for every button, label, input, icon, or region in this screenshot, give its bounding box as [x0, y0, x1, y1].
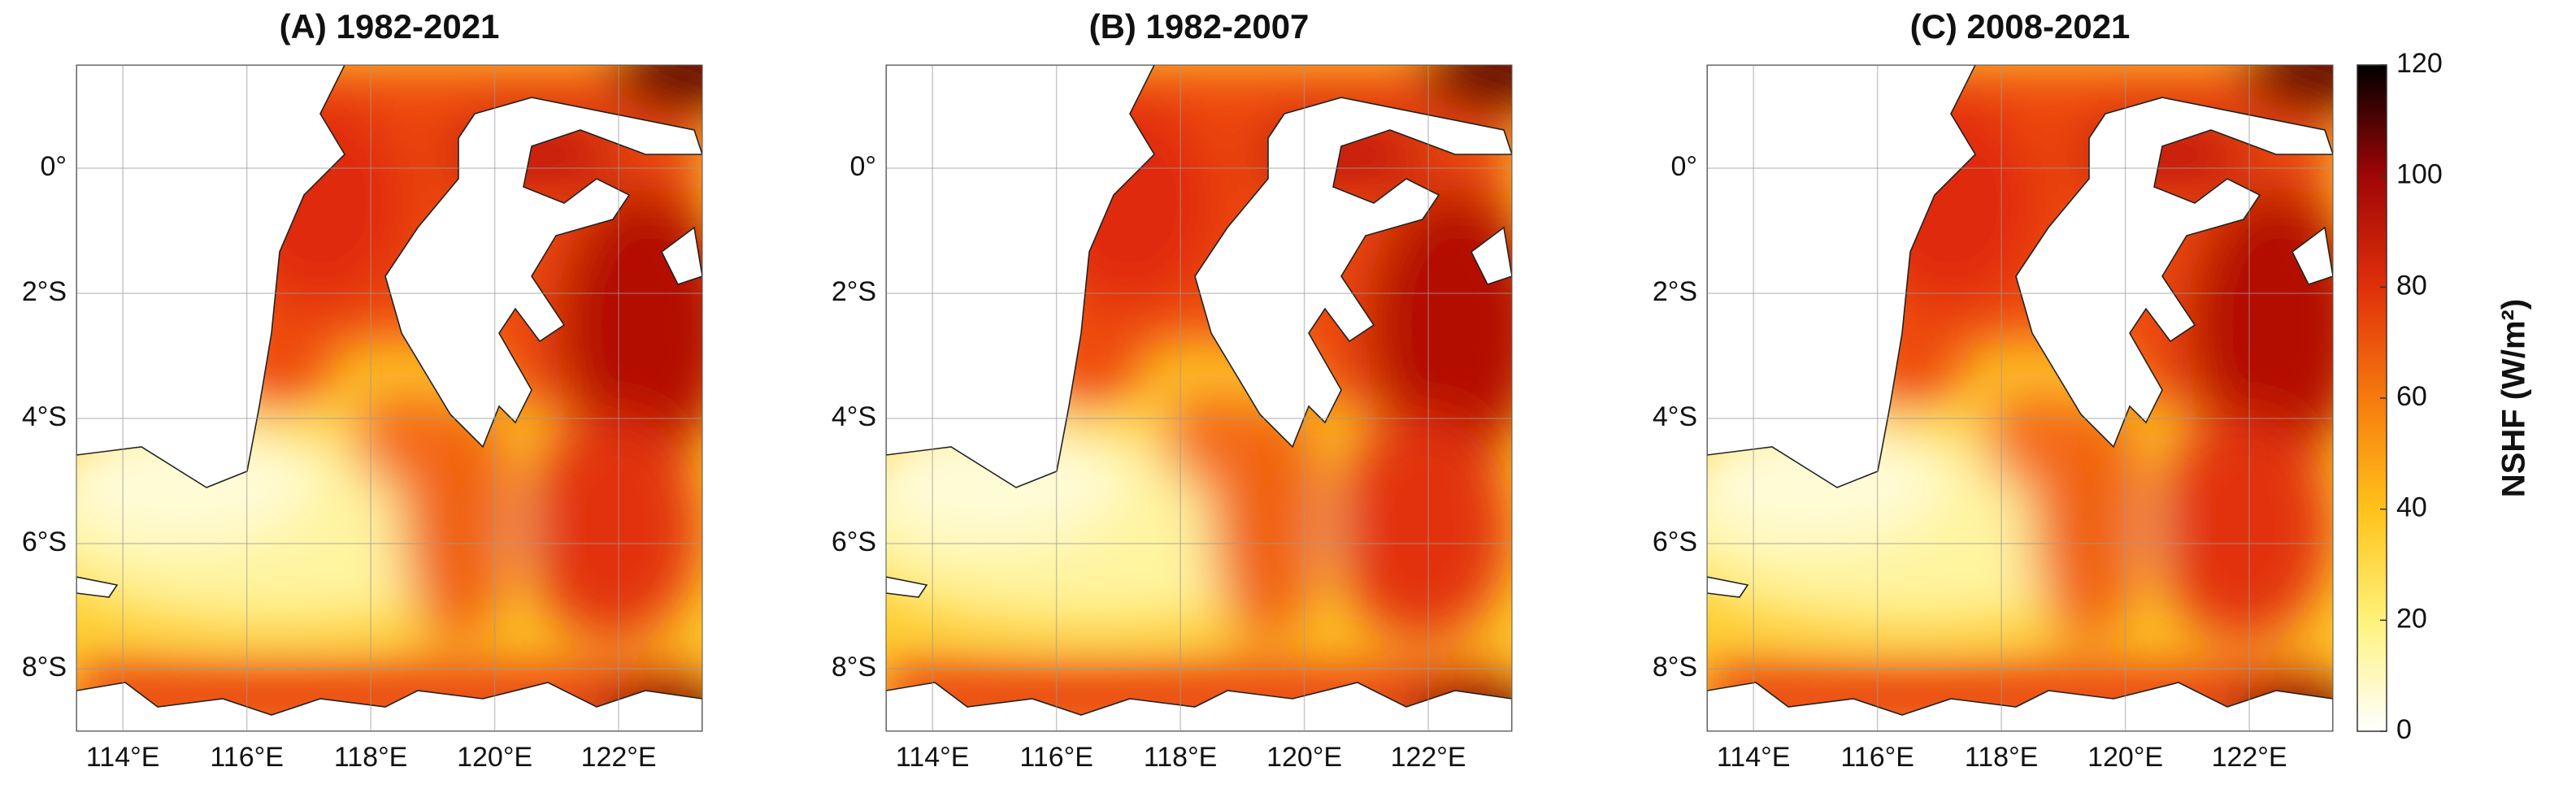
map-frame	[76, 64, 703, 732]
y-tick-label: 0°	[1670, 151, 1697, 182]
y-tick-label: 0°	[849, 151, 876, 182]
map-field	[1650, 32, 2390, 756]
colorbar-tick-label: 80	[2396, 270, 2427, 301]
x-tick-label: 120°E	[2087, 742, 2163, 773]
x-tick-label: 116°E	[1840, 742, 1914, 773]
x-tick-label: 122°E	[581, 742, 657, 773]
x-tick-label: 116°E	[210, 742, 283, 773]
colorbar-tick-label: 120	[2396, 48, 2443, 79]
panel-title: (B) 1982-2007	[1089, 7, 1310, 46]
x-tick-label: 114°E	[896, 742, 969, 773]
x-tick-label: 114°E	[86, 742, 159, 773]
colorbar-tick-label: 20	[2396, 603, 2427, 634]
colorbar-tick-label: 60	[2396, 381, 2427, 412]
x-tick-label: 118°E	[1965, 742, 2038, 773]
y-tick-label: 6°S	[1653, 526, 1697, 557]
x-tick-label: 122°E	[2212, 742, 2287, 773]
x-tick-label: 122°E	[1391, 742, 1466, 773]
map-field	[829, 32, 1569, 756]
y-tick-label: 2°S	[832, 276, 876, 307]
map-field	[20, 32, 759, 756]
y-tick-label: 4°S	[1653, 401, 1697, 432]
x-tick-label: 118°E	[334, 742, 407, 773]
y-tick-label: 8°S	[22, 652, 67, 682]
y-tick-label: 8°S	[1653, 652, 1697, 682]
x-tick-label: 120°E	[457, 742, 532, 773]
colorbar-tick-label: 0	[2396, 714, 2412, 745]
y-tick-label: 4°S	[832, 401, 876, 432]
x-tick-label: 118°E	[1144, 742, 1217, 773]
colorbar-tick-label: 40	[2396, 492, 2427, 523]
map-frame	[1706, 64, 2334, 732]
map-frame	[885, 64, 1513, 732]
y-tick-label: 2°S	[1653, 276, 1697, 307]
panel-title: (A) 1982-2021	[280, 7, 500, 46]
colorbar-label: NSHF (W/m²)	[2496, 299, 2532, 497]
panel-title: (C) 2008-2021	[1910, 7, 2131, 46]
colorbar-tick-label: 100	[2396, 159, 2443, 190]
y-tick-label: 4°S	[22, 401, 67, 432]
y-tick-label: 6°S	[832, 526, 876, 557]
x-tick-label: 114°E	[1717, 742, 1790, 773]
y-tick-label: 6°S	[22, 526, 67, 557]
x-tick-label: 116°E	[1019, 742, 1093, 773]
x-tick-label: 120°E	[1266, 742, 1342, 773]
y-tick-label: 8°S	[832, 652, 876, 682]
y-tick-label: 0°	[40, 151, 67, 182]
y-tick-label: 2°S	[22, 276, 67, 307]
